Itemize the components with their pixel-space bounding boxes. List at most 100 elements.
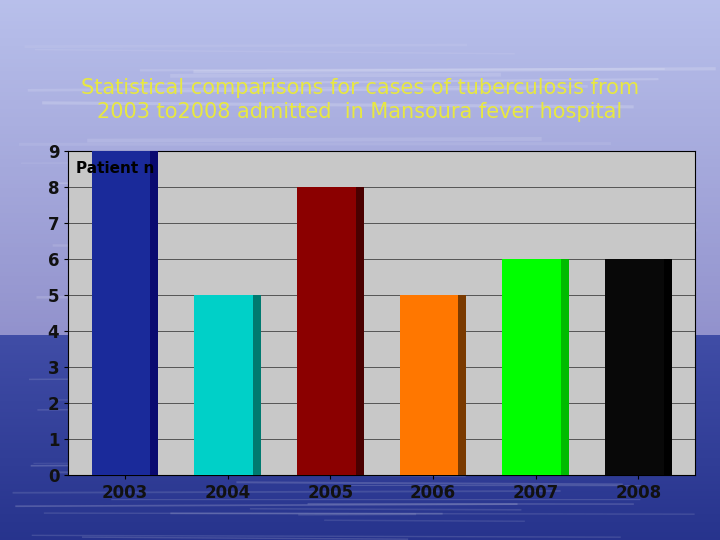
Bar [0, 368, 720, 370]
Bar [0, 134, 720, 138]
Bar [0, 71, 720, 75]
Bar [0, 125, 720, 130]
Bar [0, 167, 720, 172]
Bar [0, 209, 720, 213]
Bar [0, 105, 720, 109]
Bar [0, 25, 720, 29]
Bar [0, 146, 720, 151]
Bar [0, 143, 720, 146]
Bar [0, 535, 720, 537]
Bar [0, 309, 720, 314]
Bar [0, 396, 720, 399]
Bar [0, 519, 720, 522]
Bar [0, 463, 720, 465]
Bar [0, 188, 720, 193]
Bar [0, 450, 720, 453]
Bar [0, 427, 720, 430]
Bar [561, 259, 569, 475]
Bar [91, 151, 150, 475]
Bar [0, 193, 720, 197]
Bar [0, 379, 720, 381]
Bar [0, 448, 720, 450]
Bar [0, 514, 720, 517]
Bar [0, 435, 720, 437]
Bar [0, 213, 720, 218]
Bar [0, 370, 720, 373]
Bar [0, 453, 720, 455]
Bar [664, 259, 672, 475]
Bar [0, 355, 720, 358]
Bar [0, 268, 720, 272]
Bar [0, 422, 720, 424]
Bar [0, 391, 720, 394]
Bar [0, 21, 720, 25]
Bar [0, 496, 720, 499]
Bar [0, 350, 720, 353]
Bar [0, 33, 720, 38]
Bar [0, 489, 720, 491]
Bar [0, 461, 720, 463]
Bar [0, 394, 720, 396]
Bar [0, 330, 720, 335]
Bar [0, 445, 720, 448]
Bar [0, 280, 720, 285]
Bar [0, 476, 720, 478]
Bar [0, 230, 720, 234]
Bar [0, 432, 720, 435]
Bar [0, 532, 720, 535]
Bar [0, 478, 720, 481]
Bar [0, 46, 720, 50]
Bar [0, 130, 720, 134]
Bar [0, 159, 720, 163]
Bar [0, 499, 720, 502]
Bar [0, 113, 720, 117]
Bar [0, 440, 720, 442]
Bar [356, 187, 364, 475]
Bar [0, 326, 720, 330]
Bar [0, 285, 720, 289]
Bar [605, 259, 664, 475]
Bar [0, 373, 720, 376]
Bar [0, 537, 720, 540]
Bar [0, 424, 720, 427]
Bar [0, 455, 720, 458]
Bar [0, 12, 720, 17]
Bar [0, 502, 720, 504]
Bar [0, 122, 720, 125]
Bar [0, 507, 720, 509]
Bar [0, 8, 720, 12]
Bar [0, 259, 720, 264]
Bar [0, 361, 720, 363]
Bar [0, 401, 720, 404]
Bar [0, 38, 720, 42]
Bar [0, 180, 720, 184]
Bar [0, 75, 720, 79]
Bar [0, 138, 720, 142]
Bar [0, 335, 720, 338]
Bar [0, 468, 720, 471]
Bar [0, 297, 720, 301]
Bar [0, 29, 720, 33]
Bar [0, 399, 720, 402]
Bar [0, 155, 720, 159]
Bar [253, 295, 261, 475]
Bar [0, 42, 720, 46]
Bar [0, 525, 720, 527]
Bar [0, 530, 720, 532]
Bar [0, 314, 720, 318]
Bar [150, 151, 158, 475]
Bar [0, 184, 720, 188]
Bar [0, 494, 720, 496]
Bar [0, 443, 720, 445]
Bar [0, 117, 720, 122]
Bar [0, 417, 720, 420]
Bar [0, 218, 720, 222]
Bar [0, 243, 720, 247]
Bar [0, 386, 720, 389]
Bar [0, 430, 720, 432]
Bar [503, 259, 561, 475]
Bar [0, 366, 720, 368]
Bar [0, 420, 720, 422]
Bar [400, 295, 459, 475]
Bar [0, 264, 720, 268]
